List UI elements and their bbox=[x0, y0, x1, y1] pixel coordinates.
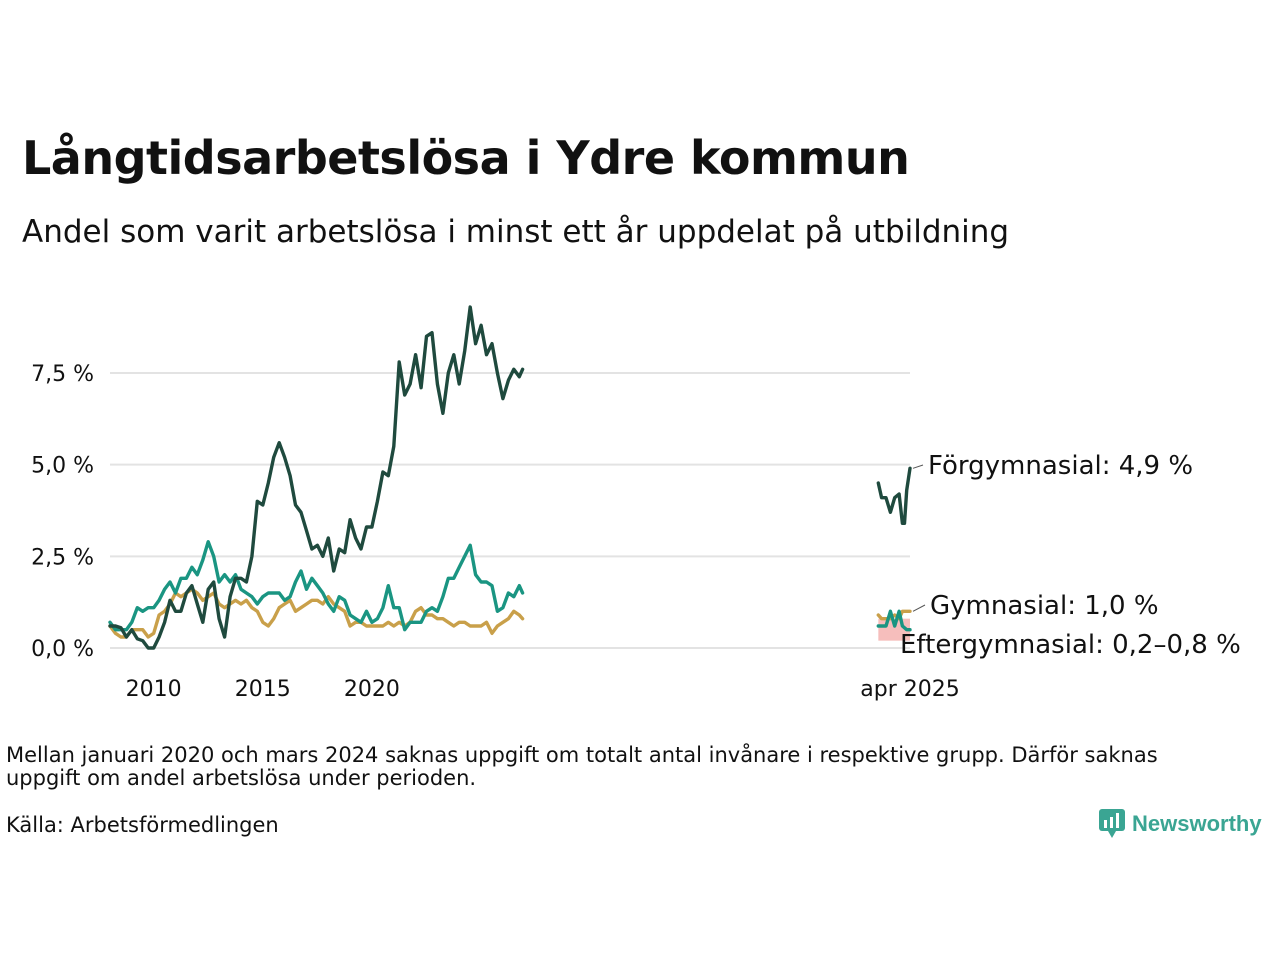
gymnasial-label-leader bbox=[912, 604, 926, 612]
newsworthy-logo-text: Newsworthy bbox=[1132, 811, 1262, 836]
eftergymnasial-end-label: Eftergymnasial: 0,2–0,8 % bbox=[900, 630, 1241, 660]
y-tick-label: 2,5 % bbox=[31, 545, 94, 570]
x-tick-label: 2010 bbox=[126, 677, 182, 702]
x-tick-label: 2015 bbox=[235, 677, 291, 702]
förgymnasial-end-label: Förgymnasial: 4,9 % bbox=[928, 451, 1193, 481]
gymnasial-line bbox=[108, 540, 525, 632]
y-tick-label: 0,0 % bbox=[31, 637, 94, 662]
gymnasial-line bbox=[876, 609, 912, 632]
gymnasial-end-label: Gymnasial: 1,0 % bbox=[930, 591, 1159, 621]
chart-subtitle: Andel som varit arbetslösa i minst ett å… bbox=[22, 214, 1010, 250]
x-tick-label: 2020 bbox=[344, 677, 400, 702]
footnote: Mellan januari 2020 och mars 2024 saknas… bbox=[6, 743, 1158, 790]
chart-title: Långtidsarbetslösa i Ydre kommun bbox=[22, 131, 910, 185]
y-tick-label: 7,5 % bbox=[31, 362, 94, 387]
förgymnasial-line bbox=[108, 305, 525, 650]
y-tick-label: 5,0 % bbox=[31, 454, 94, 479]
x-tick-label: apr 2025 bbox=[860, 677, 959, 702]
newsworthy-logo-icon bbox=[1099, 809, 1125, 838]
förgymnasial-label-leader bbox=[912, 464, 924, 469]
newsworthy-logo: Newsworthy bbox=[1098, 808, 1262, 840]
eftergymnasial-line bbox=[876, 609, 912, 621]
eftergymnasial-line bbox=[108, 587, 525, 639]
source-text: Källa: Arbetsförmedlingen bbox=[6, 813, 279, 837]
förgymnasial-line bbox=[876, 466, 912, 525]
